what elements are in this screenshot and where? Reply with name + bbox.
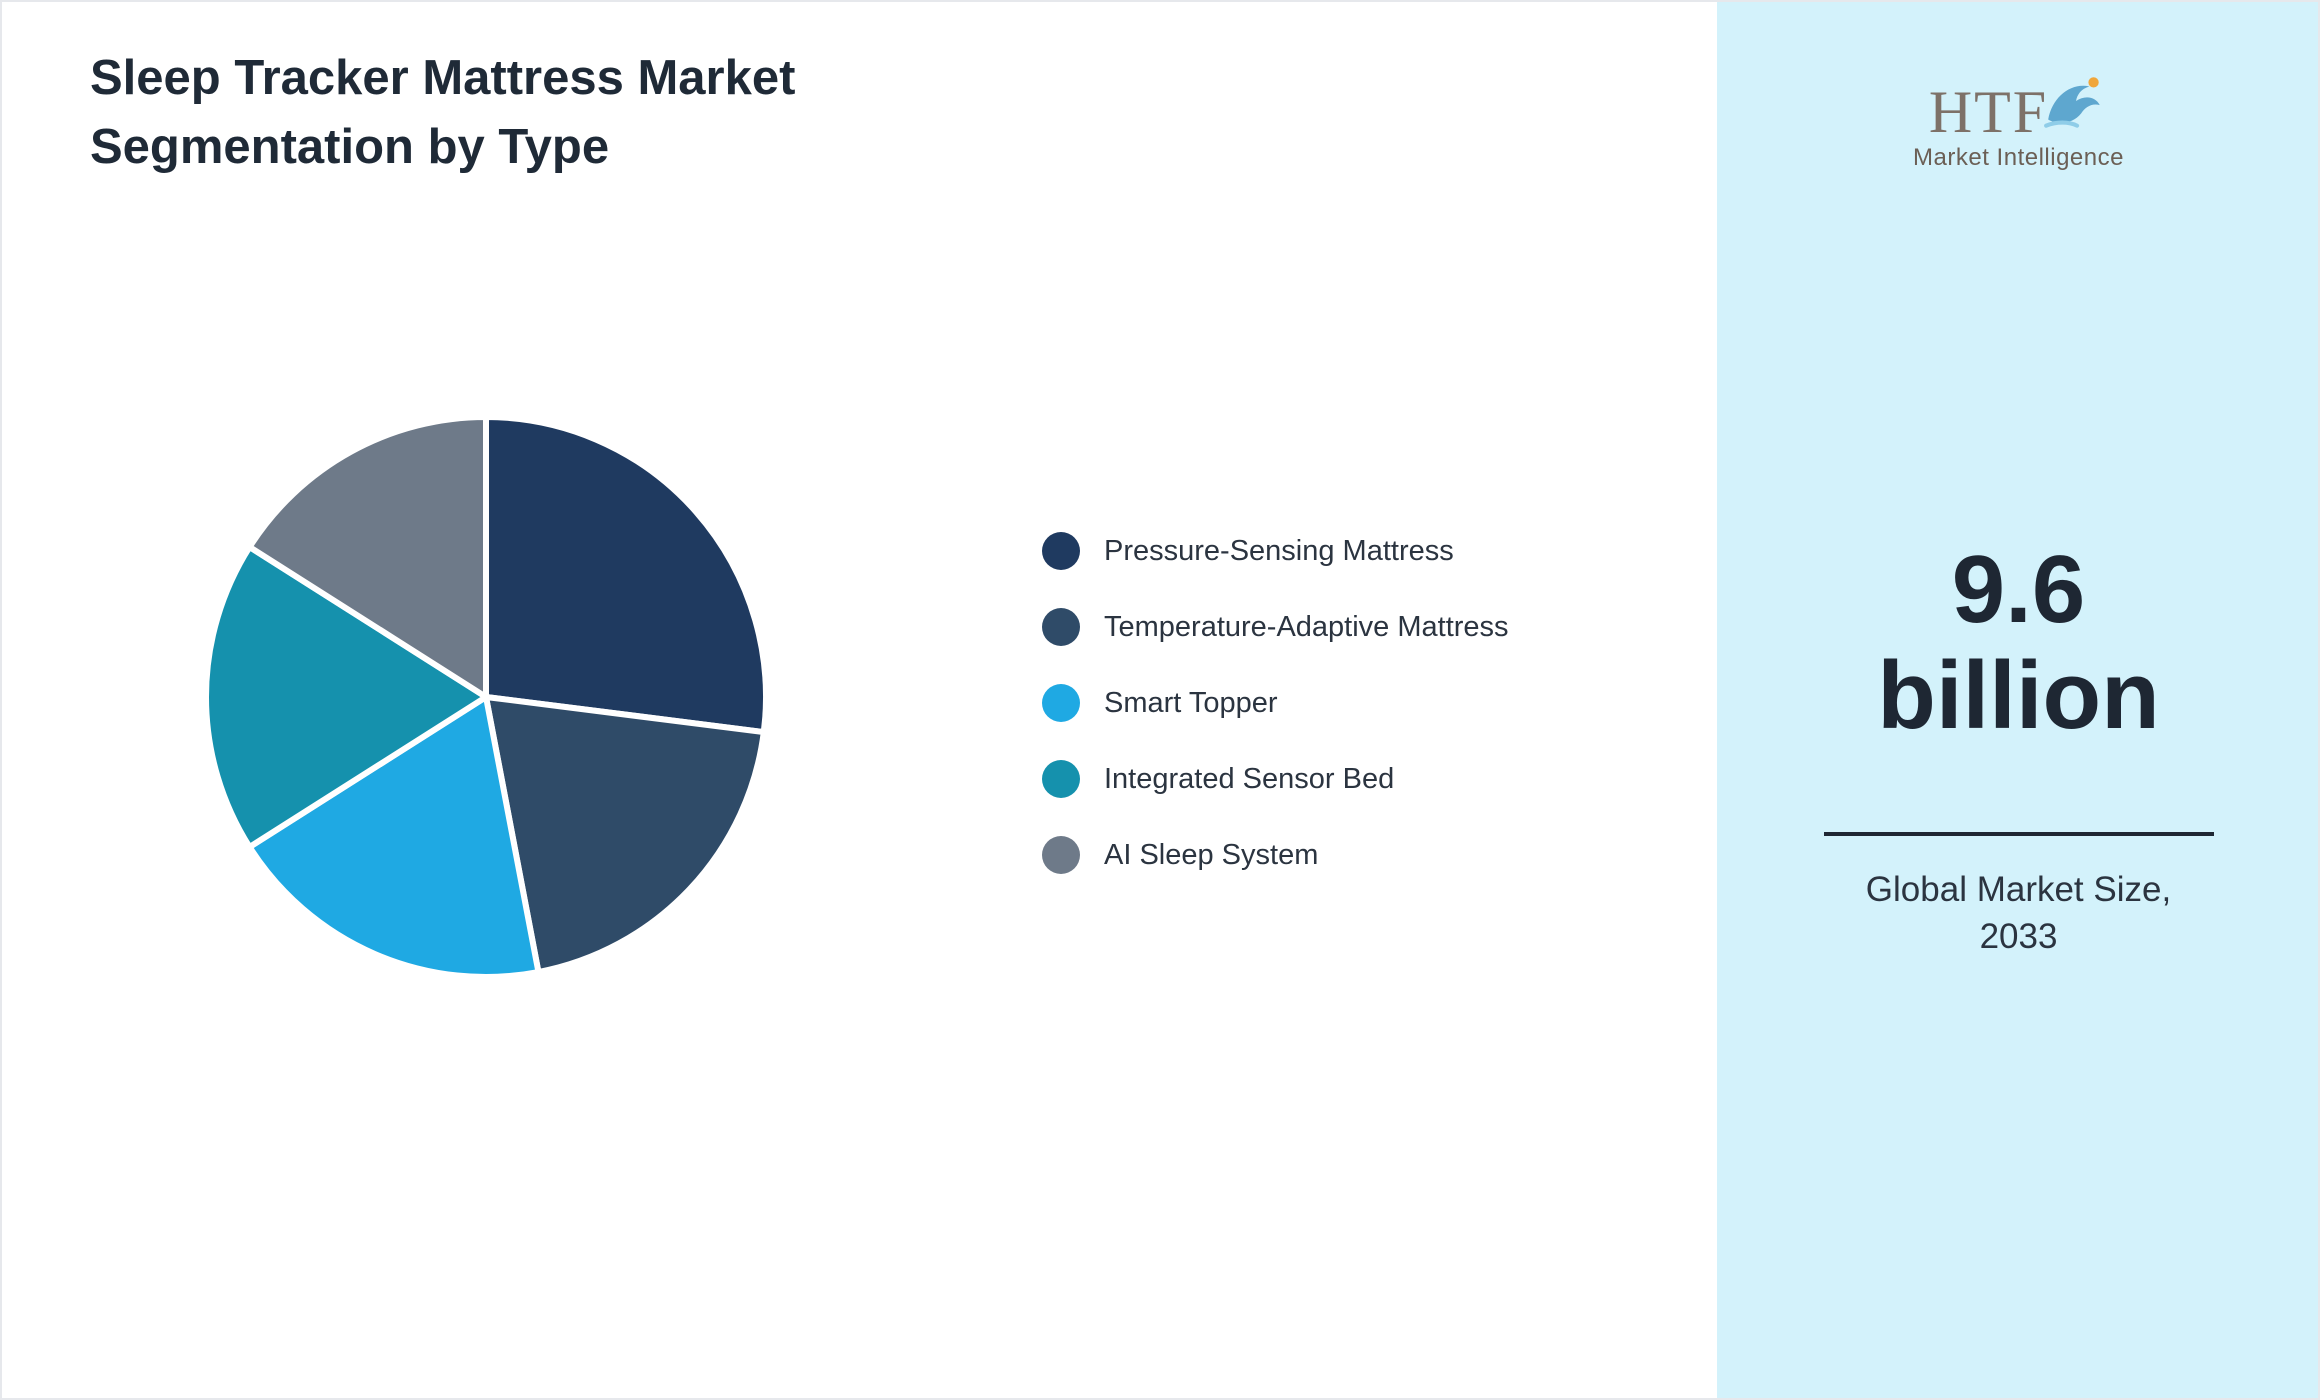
pie-slice-1 xyxy=(483,694,767,976)
pie-slice-4 xyxy=(246,414,489,700)
legend-dot xyxy=(1042,684,1080,722)
pie-slice-3 xyxy=(203,543,489,851)
legend-label: Smart Topper xyxy=(1104,686,1278,719)
chart-legend: Pressure-Sensing Mattress Temperature-Ad… xyxy=(1042,513,1509,893)
legend-item: Temperature-Adaptive Mattress xyxy=(1042,589,1509,665)
pie-chart-container xyxy=(186,397,786,997)
legend-item: Integrated Sensor Bed xyxy=(1042,741,1509,817)
legend-dot xyxy=(1042,532,1080,570)
stat-caption: Global Market Size, 2033 xyxy=(1717,866,2318,960)
stat-unit: billion xyxy=(1877,641,2160,749)
legend-dot xyxy=(1042,608,1080,646)
stat-value: 9.6 xyxy=(1951,536,2086,643)
logo-text: HTF xyxy=(1928,79,2049,145)
sidebar-panel: HTF Market Intelligence 9.6 billion Glob… xyxy=(1717,2,2318,1398)
pie-chart xyxy=(203,414,769,980)
caption-line2: 2033 xyxy=(1979,917,2058,956)
page-title: Sleep Tracker Mattress Market Segmentati… xyxy=(90,51,796,174)
legend-item: Smart Topper xyxy=(1042,665,1509,741)
legend-label: Integrated Sensor Bed xyxy=(1104,762,1395,795)
legend-label: Pressure-Sensing Mattress xyxy=(1104,534,1454,567)
legend-label: AI Sleep System xyxy=(1104,838,1319,871)
pie-slice-0 xyxy=(483,414,769,736)
market-size-stat: 9.6 billion xyxy=(1717,536,2318,749)
legend-dot xyxy=(1042,836,1080,874)
caption-line1: Global Market Size, xyxy=(1865,870,2172,909)
legend-label: Temperature-Adaptive Mattress xyxy=(1104,610,1509,643)
legend-item: AI Sleep System xyxy=(1042,817,1509,893)
dolphin-icon xyxy=(2044,77,2100,128)
htf-logo: HTF Market Intelligence xyxy=(1717,77,2318,172)
legend-item: Pressure-Sensing Mattress xyxy=(1042,513,1509,589)
logo-subtext: Market Intelligence xyxy=(1913,144,2124,171)
pie-slice-2 xyxy=(246,694,542,980)
divider-line xyxy=(1823,832,2214,836)
legend-dot xyxy=(1042,760,1080,798)
